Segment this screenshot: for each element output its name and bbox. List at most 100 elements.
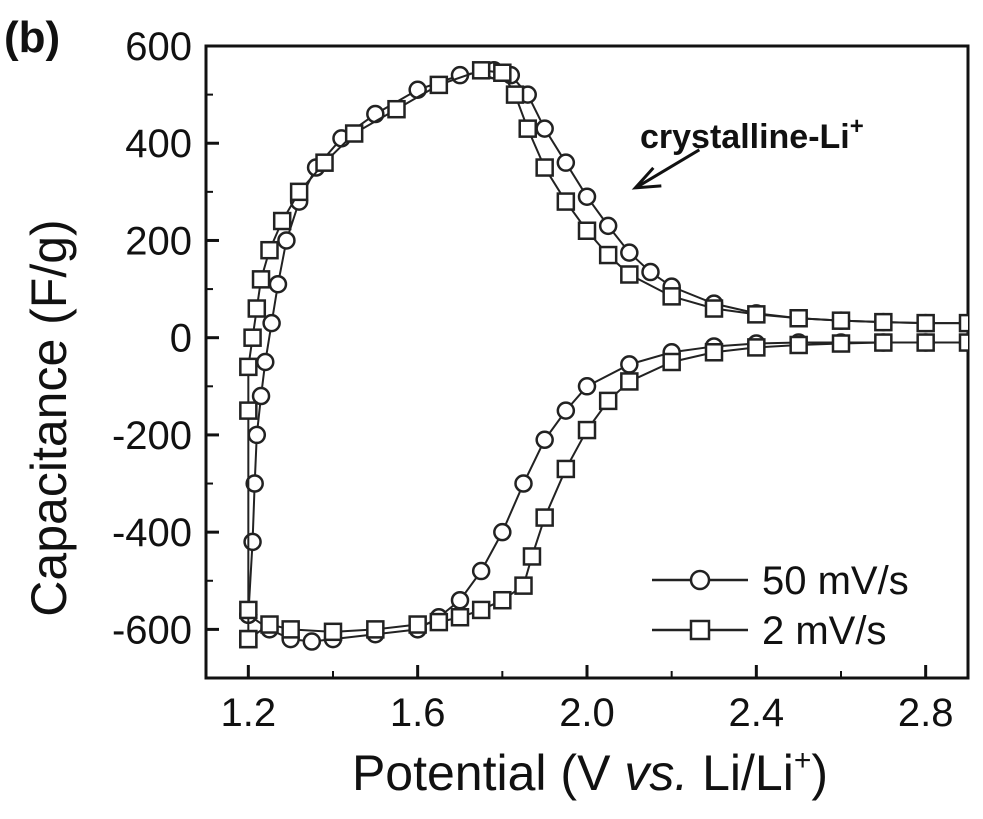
- y-tick-label: -400: [112, 511, 192, 555]
- x-axis-title-superscript: +: [794, 744, 812, 777]
- legend-marker-circle: [691, 571, 709, 589]
- data-point: [452, 609, 468, 625]
- data-point: [245, 330, 261, 346]
- data-point: [621, 266, 637, 282]
- data-point: [537, 121, 553, 137]
- data-point: [367, 621, 383, 637]
- data-point: [600, 247, 616, 263]
- data-point: [791, 310, 807, 326]
- data-point: [245, 534, 261, 550]
- data-point: [473, 563, 489, 579]
- x-tick-label: 2.8: [898, 691, 954, 735]
- data-point: [270, 276, 286, 292]
- data-point: [240, 602, 256, 618]
- x-axis-title-suffix: Li/Li: [688, 745, 794, 801]
- data-point: [791, 337, 807, 353]
- data-point: [537, 160, 553, 176]
- data-point: [473, 62, 489, 78]
- data-point: [621, 356, 637, 372]
- data-point: [748, 306, 764, 322]
- x-tick-label: 2.0: [559, 691, 615, 735]
- legend: 50 mV/s 2 mV/s: [652, 559, 909, 653]
- y-tick-label: 0: [170, 317, 192, 361]
- data-point: [410, 617, 426, 633]
- y-tick-label: -200: [112, 414, 192, 458]
- data-point: [249, 301, 265, 317]
- y-tick-label: 400: [125, 122, 192, 166]
- y-tick-label: 200: [125, 219, 192, 263]
- data-point: [249, 427, 265, 443]
- data-point: [621, 373, 637, 389]
- data-point: [274, 213, 290, 229]
- x-axis-title-prefix: Potential (V: [352, 745, 624, 801]
- annotation-label: crystalline-Li+: [640, 113, 864, 156]
- x-axis-title-close: ): [811, 745, 828, 801]
- data-point: [516, 578, 532, 594]
- legend-label: 50 mV/s: [762, 559, 909, 603]
- series-line: [248, 70, 968, 639]
- data-point: [918, 315, 934, 331]
- data-point: [558, 403, 574, 419]
- data-point: [253, 271, 269, 287]
- annotation-superscript: +: [850, 113, 864, 140]
- data-point: [516, 476, 532, 492]
- data-point: [494, 524, 510, 540]
- data-point: [524, 548, 540, 564]
- data-point: [520, 121, 536, 137]
- data-point: [367, 106, 383, 122]
- data-point: [579, 189, 595, 205]
- data-point: [664, 288, 680, 304]
- data-point: [452, 592, 468, 608]
- data-point: [431, 614, 447, 630]
- data-point: [291, 184, 307, 200]
- data-point: [262, 242, 278, 258]
- x-tick-label: 2.4: [729, 691, 785, 735]
- data-point: [558, 155, 574, 171]
- data-point: [389, 101, 405, 117]
- data-point: [262, 617, 278, 633]
- legend-label: 2 mV/s: [762, 609, 886, 653]
- data-point: [748, 339, 764, 355]
- data-point: [664, 354, 680, 370]
- data-point: [346, 126, 362, 142]
- data-point: [706, 344, 722, 360]
- data-point: [240, 359, 256, 375]
- data-point: [579, 422, 595, 438]
- data-point: [918, 335, 934, 351]
- data-point: [240, 403, 256, 419]
- annotation-arrow-head: [635, 168, 661, 188]
- data-point: [833, 336, 849, 352]
- data-point: [473, 602, 489, 618]
- data-point: [283, 621, 299, 637]
- data-point: [960, 335, 976, 351]
- data-point: [875, 314, 891, 330]
- data-point: [537, 432, 553, 448]
- panel-label: (b): [4, 13, 60, 62]
- data-point: [621, 245, 637, 261]
- y-axis-title: Capacitance (F/g): [21, 219, 77, 616]
- data-point: [257, 354, 273, 370]
- data-point: [579, 223, 595, 239]
- data-point: [706, 301, 722, 317]
- data-point: [600, 393, 616, 409]
- x-axis-title-italic: vs.: [624, 745, 688, 801]
- x-axis-title: Potential (V vs. Li/Li+): [352, 744, 828, 801]
- data-point: [600, 218, 616, 234]
- data-point: [579, 378, 595, 394]
- data-point: [325, 624, 341, 640]
- annotation-text: crystalline-Li: [640, 118, 850, 156]
- data-point: [317, 155, 333, 171]
- y-tick-label: 600: [125, 25, 192, 69]
- data-point: [558, 194, 574, 210]
- series-line: [248, 70, 968, 641]
- data-point: [494, 592, 510, 608]
- x-tick-label: 1.6: [390, 691, 446, 735]
- y-tick-label: -600: [112, 608, 192, 652]
- data-point: [278, 232, 294, 248]
- data-point: [537, 510, 553, 526]
- data-point: [960, 315, 976, 331]
- legend-marker-square: [691, 621, 709, 639]
- data-point: [875, 335, 891, 351]
